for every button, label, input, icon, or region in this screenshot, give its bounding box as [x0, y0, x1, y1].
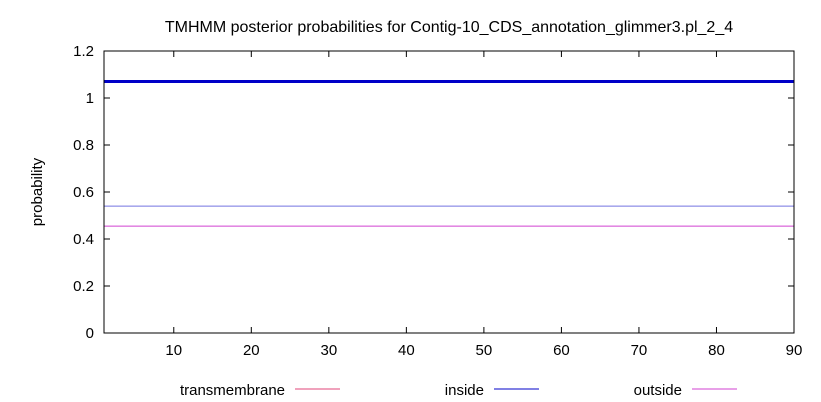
y-tick-label: 0	[86, 325, 94, 342]
x-tick-label: 90	[786, 342, 803, 359]
x-tick-label: 70	[631, 342, 648, 359]
legend-label-transmembrane: transmembrane	[180, 382, 285, 399]
legend: transmembrane inside outside	[180, 382, 737, 399]
y-tick-label: 1	[86, 90, 94, 107]
y-axis-label: probability	[29, 157, 46, 226]
y-tick-label: 0.8	[73, 137, 94, 154]
x-tick-label: 50	[476, 342, 493, 359]
x-tick-label: 20	[243, 342, 260, 359]
x-tick-label: 30	[320, 342, 337, 359]
y-tick-label: 0.4	[73, 231, 94, 248]
plot-area	[104, 80, 794, 227]
y-axis-ticks: 0 0.2 0.4 0.6 0.8 1 1.2	[73, 43, 794, 342]
legend-label-outside: outside	[634, 382, 682, 399]
x-tick-label: 40	[398, 342, 415, 359]
chart-title: TMHMM posterior probabilities for Contig…	[165, 19, 733, 36]
legend-label-inside: inside	[445, 382, 484, 399]
x-tick-label: 10	[165, 342, 182, 359]
x-axis-ticks: 10 20 30 40 50 60 70 80 90	[165, 51, 802, 359]
y-tick-label: 1.2	[73, 43, 94, 60]
y-tick-label: 0.2	[73, 278, 94, 295]
x-tick-label: 60	[553, 342, 570, 359]
y-tick-label: 0.6	[73, 184, 94, 201]
x-tick-label: 80	[708, 342, 725, 359]
plot-frame	[103, 50, 795, 334]
